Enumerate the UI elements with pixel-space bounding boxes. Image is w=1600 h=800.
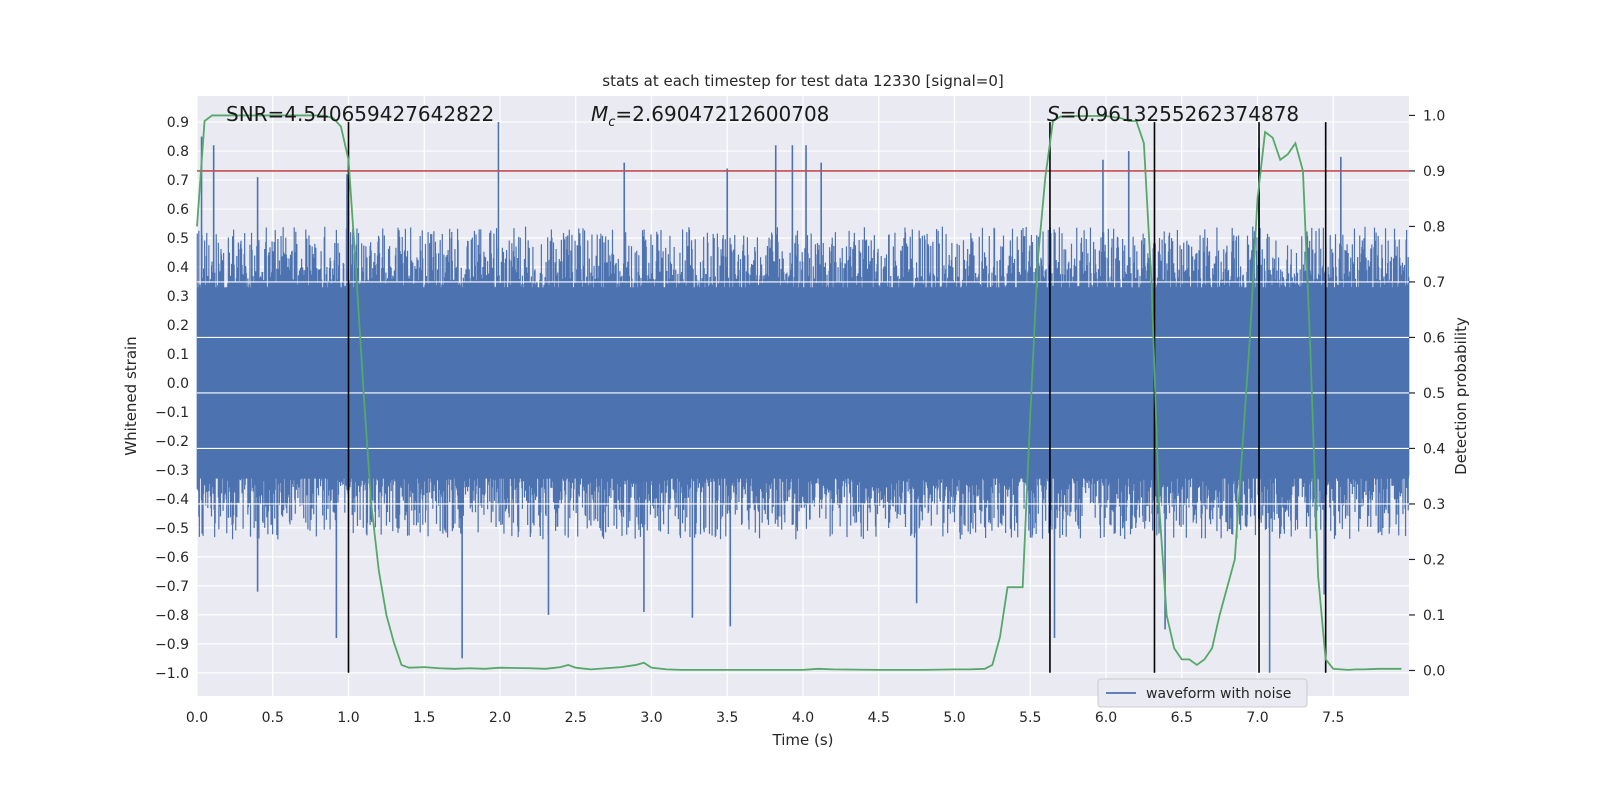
s-symbol: S [1047,102,1060,126]
x-tick-label: 6.5 [1171,710,1193,726]
x-tick-label: 0.0 [186,710,208,726]
y2-tick-label: 0.8 [1423,219,1445,235]
y-tick-label: −0.6 [155,550,189,566]
y-tick-label: −0.7 [155,579,189,595]
y-tick-label: 0.0 [167,376,189,392]
y-tick-label: −0.9 [155,637,189,653]
legend: waveform with noise [1097,678,1308,708]
x-tick-label: 2.0 [489,710,511,726]
x-tick-label: 0.5 [262,710,284,726]
x-tick-label: 1.0 [337,710,359,726]
mc-symbol: M [591,102,608,126]
y-tick-label: −0.3 [155,463,189,479]
chart-title: stats at each timestep for test data 123… [602,72,1003,90]
s-annotation: S=0.9613255262374878 [1047,102,1299,126]
y2-tick-label: 0.9 [1423,164,1445,180]
y2-tick-label: 0.1 [1423,608,1445,624]
x-tick-label: 3.5 [716,710,738,726]
y2-tick-label: 0.4 [1423,441,1445,457]
legend-label: waveform with noise [1146,686,1291,702]
x-tick-label: 2.5 [565,710,587,726]
y-tick-label: −1.0 [155,666,189,682]
y2-tick-label: 1.0 [1423,108,1445,124]
waveform-series [196,122,1410,673]
y-tick-label: 0.2 [167,318,189,334]
y-tick-label: 0.5 [167,231,189,247]
x-tick-label: 7.5 [1322,710,1344,726]
y2-tick-label: 0.2 [1423,552,1445,568]
y2-tick-label: 0.3 [1423,497,1445,513]
y2-tick-label: 0.6 [1423,330,1445,346]
vertical-markers [347,122,1327,673]
s-value: =0.9613255262374878 [1060,102,1299,126]
x-tick-label: 1.5 [413,710,435,726]
mc-annotation: Mc=2.69047212600708 [591,102,829,130]
x-tick-label: 4.5 [868,710,890,726]
y2-tick-label: 0.7 [1423,275,1445,291]
x-tick-label: 6.0 [1095,710,1117,726]
y2-axis-label: Detection probability [1452,317,1470,475]
y-tick-label: −0.1 [155,405,189,421]
noise-bands [197,281,1409,505]
y-tick-label: 0.6 [167,202,189,218]
y-tick-label: −0.2 [155,434,189,450]
y-tick-label: 0.7 [167,173,189,189]
x-axis-ticks: 0.0 0.5 1.0 1.5 2.0 2.5 3.0 3.5 4.0 4.5 5.0 5.5 6.0 6… [186,710,1345,726]
y-tick-label: −0.8 [155,608,189,624]
x-tick-label: 4.0 [792,710,814,726]
waveform-core [197,287,1409,479]
mc-subscript: c [608,115,615,130]
y-tick-label: 0.4 [167,260,189,276]
y-tick-label: 0.1 [167,347,189,363]
y2-tick-label: 0.0 [1423,663,1445,679]
snr-annotation: SNR=4.540659427642822 [226,102,494,126]
y-tick-label: 0.9 [167,115,189,131]
x-tick-label: 5.0 [943,710,965,726]
y-tick-label: −0.5 [155,521,189,537]
y2-axis-ticks: 1.0 0.9 0.8 0.7 0.6 0.5 0.4 0.3 0.2 0.1 0.0 [1409,108,1445,679]
x-tick-label: 3.0 [640,710,662,726]
y-tick-label: 0.8 [167,144,189,160]
y2-tick-label: 0.5 [1423,386,1445,402]
legend-box [1097,678,1308,708]
x-tick-label: 7.0 [1246,710,1268,726]
y-axis-ticks: 0.9 0.8 0.7 0.6 0.5 0.4 0.3 0.2 0.1 0.0 −0.1 −0.2 −0… [155,115,189,682]
y-tick-label: −0.4 [155,492,189,508]
y-tick-label: 0.3 [167,289,189,305]
detection-probability-line [196,114,1402,671]
mc-value: =2.69047212600708 [615,102,829,126]
x-axis-label: Time (s) [772,731,834,749]
y-axis-label: Whitened strain [122,336,140,455]
x-tick-label: 5.5 [1019,710,1041,726]
